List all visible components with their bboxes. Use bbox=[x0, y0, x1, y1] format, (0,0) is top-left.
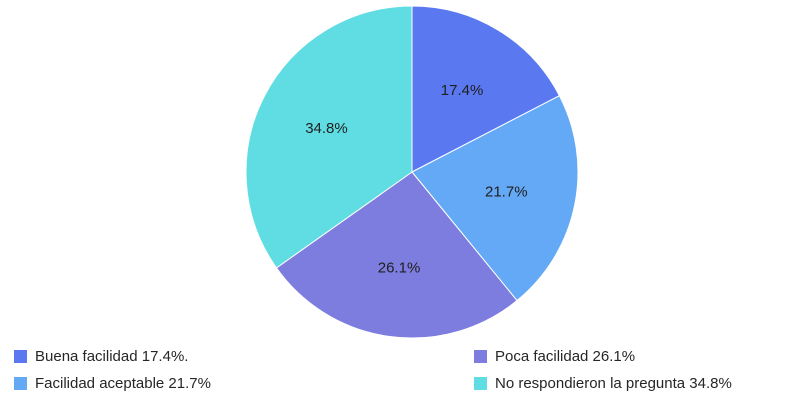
pie-slices bbox=[246, 6, 578, 338]
pie-slice-facilidad-aceptable-label: 21.7% bbox=[485, 184, 528, 201]
pie-slice-poca-facilidad-label: 26.1% bbox=[378, 259, 421, 276]
pie-slice-buena-facilidad-label: 17.4% bbox=[441, 82, 484, 99]
pie-slice-no-respondieron-la-pregunta-label: 34.8% bbox=[305, 120, 348, 137]
